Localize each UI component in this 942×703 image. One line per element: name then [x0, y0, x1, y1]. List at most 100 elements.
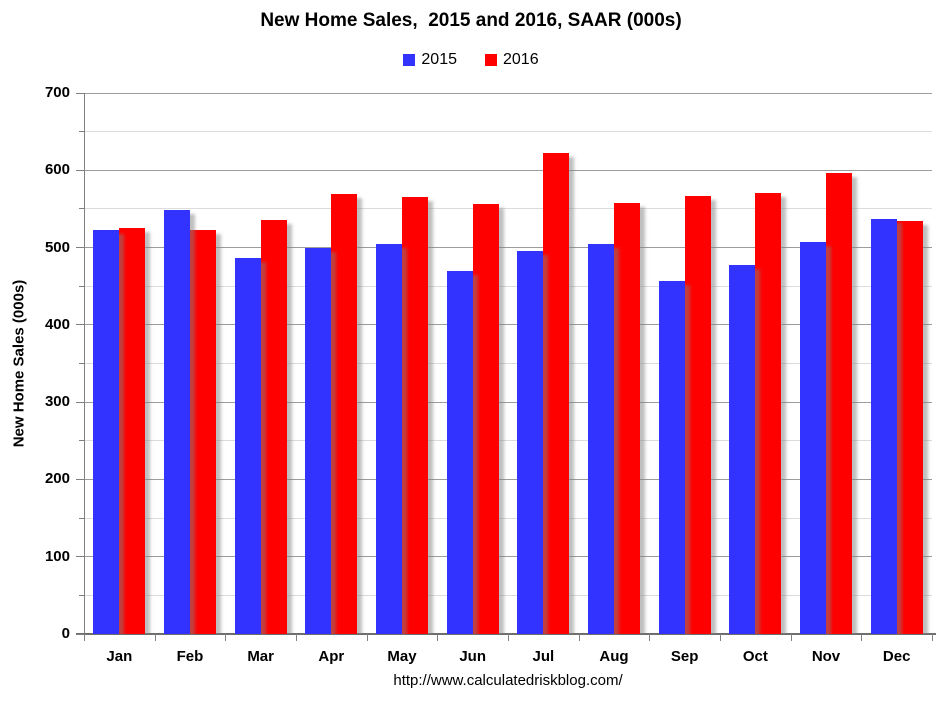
y-axis-line — [84, 93, 85, 635]
bar-2016-nov — [826, 172, 852, 634]
y-axis-tick-label: 400 — [44, 315, 70, 333]
x-axis-tick — [861, 634, 863, 641]
y-axis-tick-label: 100 — [44, 547, 70, 565]
x-axis-tick — [790, 634, 792, 641]
major-gridline — [84, 556, 932, 558]
y-axis-tick-label: 500 — [44, 238, 70, 256]
major-gridline — [84, 324, 932, 326]
y-axis-tick — [79, 285, 84, 287]
x-axis-tick — [932, 634, 933, 641]
bar-2015-jan — [93, 229, 120, 634]
y-axis-tick-label: 0 — [61, 625, 70, 642]
x-axis-month-label: Apr — [318, 648, 345, 665]
bar-2015-may — [376, 243, 402, 634]
minor-gridline — [84, 363, 932, 364]
x-axis-tick — [649, 634, 651, 641]
x-axis-tick — [366, 634, 368, 641]
bar-2015-sep — [658, 280, 685, 634]
bar-2016-dec — [896, 220, 923, 634]
bar-2016-sep — [684, 195, 711, 634]
legend: 2015 2016 — [0, 51, 942, 69]
x-axis-tick — [84, 634, 85, 641]
x-axis-month-label: Jan — [106, 648, 133, 665]
x-axis-tick — [296, 634, 297, 641]
bar-2015-jun — [446, 270, 473, 634]
y-axis-tick — [79, 363, 84, 364]
legend-swatch-2016 — [485, 54, 497, 66]
minor-gridline — [84, 594, 932, 596]
bar-2015-feb — [164, 210, 190, 634]
y-axis-tick — [76, 556, 84, 558]
bar-2015-dec — [870, 218, 897, 634]
x-axis-month-label: Dec — [882, 648, 911, 665]
minor-gridline — [84, 517, 932, 519]
bar-2015-nov — [800, 242, 826, 634]
y-axis-tick — [76, 324, 84, 326]
y-axis-tick — [79, 594, 84, 596]
y-axis-tick — [76, 478, 84, 480]
y-axis-tick — [76, 401, 84, 403]
x-axis-month-label: Mar — [247, 648, 274, 665]
bar-2015-aug — [588, 244, 614, 634]
y-axis-tick — [79, 440, 84, 442]
x-axis-month-label: Oct — [742, 648, 768, 665]
x-axis-month-label: May — [387, 648, 417, 665]
chart-title: New Home Sales, 2015 and 2016, SAAR (000… — [260, 10, 682, 31]
y-axis-tick-label: 300 — [44, 393, 70, 411]
legend-label-2015: 2015 — [421, 51, 457, 68]
bar-2016-jul — [543, 153, 570, 634]
major-gridline — [84, 92, 932, 94]
x-axis-month-label: Aug — [599, 648, 629, 665]
legend-item-2015: 2015 — [403, 51, 457, 69]
bar-2016-oct — [755, 193, 782, 634]
major-gridline — [84, 401, 932, 403]
footer-url: http://www.calculatedriskblog.com/ — [393, 672, 623, 689]
bar-2015-jul — [517, 250, 544, 634]
y-axis-tick-label: 700 — [44, 84, 70, 101]
x-axis-month-label: Nov — [811, 648, 841, 665]
y-axis-tick — [79, 517, 84, 519]
x-axis-month-label: Feb — [176, 648, 204, 665]
minor-gridline — [84, 208, 932, 210]
minor-gridline — [84, 440, 932, 442]
major-gridline — [84, 247, 932, 249]
y-axis-tick — [79, 208, 84, 210]
y-axis-tick-label: 600 — [44, 161, 70, 179]
bar-2015-oct — [729, 265, 756, 634]
x-axis-baseline — [76, 633, 936, 635]
minor-gridline — [84, 285, 932, 287]
legend-item-2016: 2016 — [485, 51, 539, 69]
bar-2016-aug — [614, 202, 640, 634]
bar-2016-feb — [190, 229, 216, 634]
bar-2016-jan — [119, 228, 146, 634]
x-axis-tick — [225, 634, 227, 641]
bar-2015-apr — [305, 247, 332, 634]
x-axis-month-label: Jun — [459, 648, 486, 665]
legend-label-2016: 2016 — [503, 51, 539, 68]
y-axis-tick — [76, 92, 84, 94]
x-axis-month-label: Sep — [670, 648, 699, 665]
bars-layer — [0, 93, 942, 634]
bar-2016-mar — [260, 219, 287, 634]
y-axis-tick — [79, 131, 84, 133]
x-axis-tick — [720, 634, 721, 641]
bar-2016-apr — [331, 194, 358, 634]
y-axis-tick-label: 200 — [44, 470, 70, 488]
bar-2016-jun — [472, 203, 499, 634]
bar-2016-may — [402, 197, 428, 634]
y-axis-tick — [76, 633, 84, 635]
x-axis-month-label: Jul — [532, 648, 555, 665]
x-axis-tick — [154, 634, 156, 641]
legend-swatch-2015 — [403, 54, 416, 66]
x-axis-tick — [578, 634, 580, 641]
minor-gridline — [84, 131, 932, 133]
y-axis-tick — [76, 247, 84, 249]
x-axis-tick — [508, 634, 509, 641]
major-gridline — [84, 478, 932, 480]
y-axis-tick — [76, 169, 84, 171]
bar-2015-mar — [234, 257, 261, 634]
x-axis-tick — [437, 634, 439, 641]
major-gridline — [84, 169, 932, 171]
